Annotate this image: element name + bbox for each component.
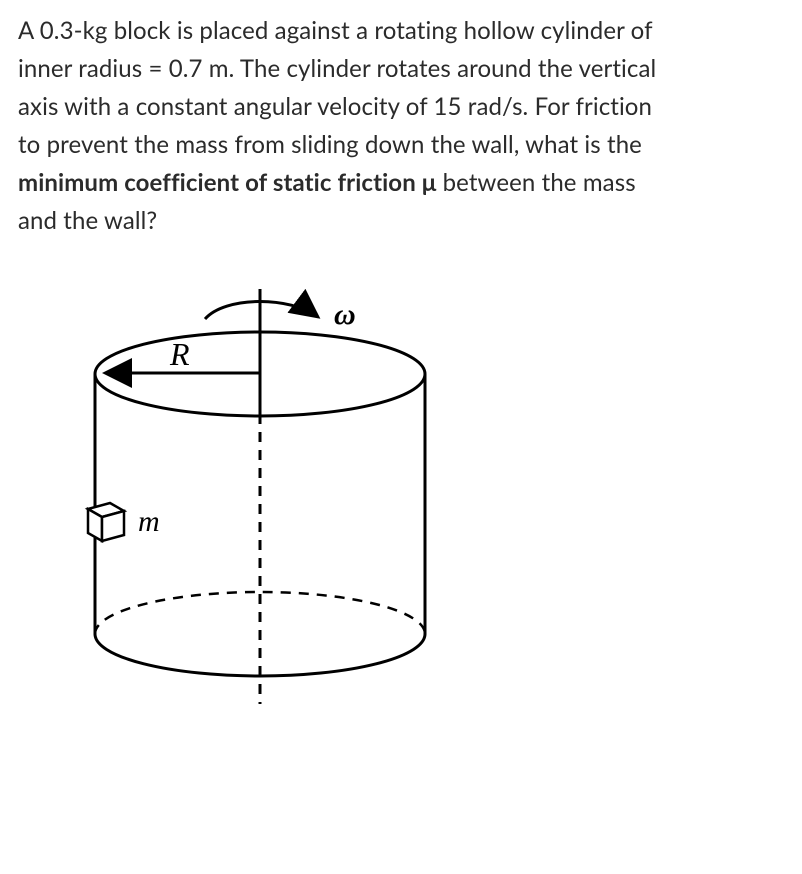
- q-line-4: to prevent the mass from sliding down th…: [18, 130, 642, 159]
- radius-label: R: [169, 336, 190, 372]
- q-line-5-strong: minimum coefficient of static friction μ: [18, 168, 436, 197]
- q-line-1: A 0.3-kg block is placed against a rotat…: [18, 16, 653, 45]
- q-line-5-tail: between the mass: [436, 168, 635, 197]
- q-line-3: axis with a constant angular velocity of…: [18, 92, 652, 121]
- mass-cube: [88, 503, 124, 541]
- mass-label: m: [138, 505, 160, 538]
- omega-label: ω: [334, 298, 356, 331]
- page-root: A 0.3-kg block is placed against a rotat…: [0, 0, 802, 739]
- figure-container: ω R m: [50, 279, 784, 719]
- q-line-6: and the wall?: [18, 206, 157, 235]
- q-line-2: inner radius = 0.7 m. The cylinder rotat…: [18, 54, 656, 83]
- cylinder-diagram: ω R m: [50, 279, 450, 719]
- question-text: A 0.3-kg block is placed against a rotat…: [18, 12, 784, 239]
